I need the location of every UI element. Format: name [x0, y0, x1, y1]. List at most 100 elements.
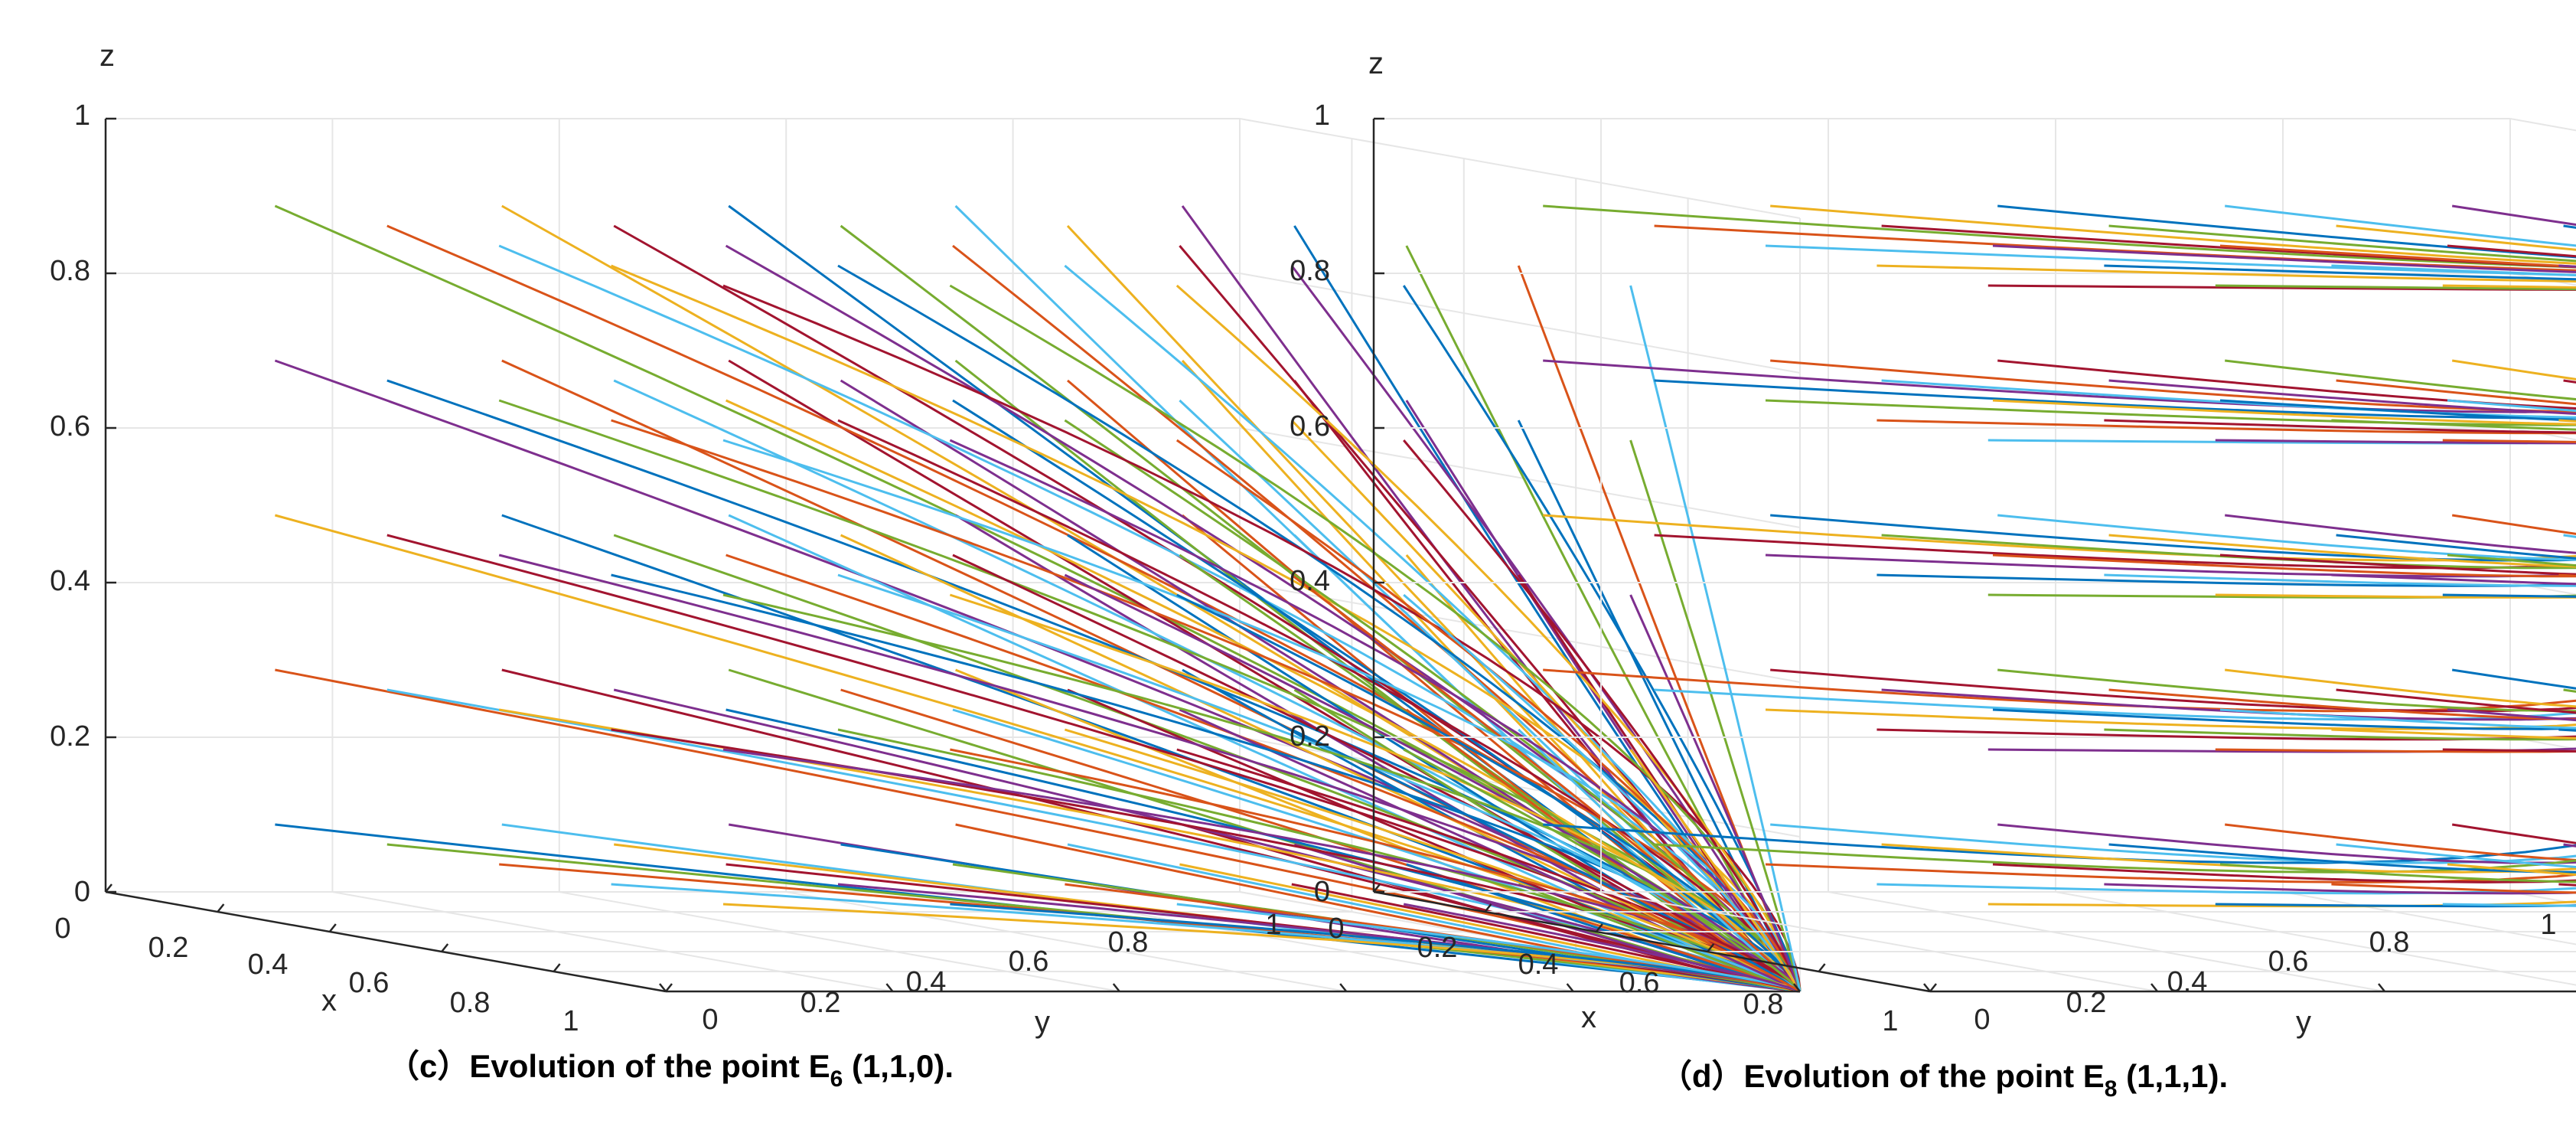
trajectory-line: [2336, 688, 2576, 714]
trajectory-line: [2336, 534, 2576, 560]
trajectory-line: [1543, 668, 2576, 713]
trajectory-line: [2104, 264, 2576, 281]
y-tick-labels: 0 0.2 0.4 0.6 0.8 1: [1974, 909, 2556, 1036]
trajectory-line: [2104, 419, 2576, 434]
trajectory-line: [2104, 573, 2576, 587]
y-tick-label: 0.6: [2268, 945, 2309, 978]
trajectory-line: [1987, 747, 2576, 753]
grid-line: [786, 891, 1347, 992]
trajectory-line: [2331, 728, 2576, 740]
trajectory-line: [2225, 823, 2576, 862]
trajectory-line: [1987, 284, 2576, 291]
x-tick-label: 0: [54, 913, 70, 945]
trajectory-line: [1770, 514, 2576, 562]
trajectory-line: [2104, 883, 2576, 895]
tick-mark: [1595, 923, 1603, 932]
tick-mark: [1929, 983, 1937, 992]
axes: [1372, 117, 2576, 993]
trajectory-line: [501, 359, 1801, 993]
tick-mark: [1373, 883, 1381, 893]
x-tick-label: 0.8: [450, 987, 491, 1019]
x-tick-labels: 0 0.2 0.4 0.6 0.8 1: [54, 913, 579, 1037]
x-tick-label: 0.6: [349, 967, 390, 999]
x-tick-labels: 0 0.2 0.4 0.6 0.8 1: [1328, 913, 1898, 1037]
tick-mark: [328, 923, 337, 932]
caption-text: Evolution of the point E: [469, 1048, 830, 1084]
trajectory-line: [1877, 728, 2576, 741]
z-tick-label: 0.6: [50, 410, 90, 443]
y-tick-label: 0.8: [2369, 926, 2410, 959]
axis-line: [105, 890, 667, 993]
grid-line: [1239, 273, 1801, 374]
trajectory-line: [2336, 224, 2576, 251]
trajectory-line: [1992, 863, 2576, 883]
trajectory-line: [2336, 379, 2576, 406]
y-tick-label: 0.6: [1009, 945, 1049, 978]
trajectory-line: [1543, 514, 2576, 562]
trajectory-line: [2215, 284, 2576, 291]
caption-subscript: 6: [830, 1066, 843, 1092]
y-axis-label: y: [2296, 1005, 2311, 1039]
tick-mark: [1566, 983, 1574, 992]
trajectory-line: [1881, 688, 2576, 721]
chart-panel-c: 0 0.2 0.4 0.6 0.8 1 z 0 0.2 0.4 0.6 0.8 …: [50, 39, 1802, 1092]
x-axis-label: x: [321, 984, 337, 1017]
axes: [104, 117, 1801, 993]
trajectory-line: [1765, 708, 2576, 730]
axis-line: [1373, 890, 1931, 993]
trajectory-line: [2108, 534, 2576, 568]
trajectory-line: [2225, 668, 2576, 708]
tick-mark: [665, 983, 673, 992]
trajectory-line: [2563, 688, 2576, 693]
trajectory-line: [2225, 204, 2576, 247]
y-tick-label: 0.4: [906, 966, 947, 998]
trajectory-line: [1992, 554, 2576, 578]
chart-caption: （c）Evolution of the point E6 (1,1,0).: [387, 1048, 954, 1092]
z-tick-label: 0.6: [1290, 410, 1330, 443]
x-tick-label: 0: [1328, 913, 1344, 945]
y-tick-label: 0.4: [2167, 966, 2208, 998]
z-tick-label: 0.8: [1290, 255, 1330, 287]
tick-mark: [441, 943, 449, 952]
grid-line: [332, 891, 893, 992]
trajectory-curves: [274, 204, 1802, 993]
y-tick-label: 0.2: [801, 987, 841, 1019]
trajectory-line: [1770, 204, 2576, 265]
tick-mark: [1339, 983, 1348, 992]
tick-mark: [659, 983, 667, 992]
x-tick-label: 0.6: [1619, 967, 1660, 999]
z-axis-label: z: [1368, 47, 1384, 80]
trajectory-line: [1997, 514, 2576, 561]
tick-mark: [1707, 943, 1715, 952]
z-tick-labels: 0 0.2 0.4 0.6 0.8 1: [1290, 100, 1330, 908]
caption-subscript: 8: [2105, 1076, 2118, 1102]
trajectory-line: [1654, 379, 2576, 420]
trajectory-line: [1877, 419, 2576, 435]
z-tick-label: 0: [74, 876, 90, 908]
trajectory-line: [2215, 748, 2576, 753]
trajectory-line: [2219, 708, 2576, 730]
z-axis-label: z: [99, 39, 115, 73]
trajectory-line: [1654, 688, 2576, 721]
z-tick-label: 0.4: [50, 565, 90, 597]
trajectory-line: [1543, 823, 2576, 864]
trajectory-line: [2215, 593, 2576, 599]
trajectory-line: [1765, 863, 2576, 883]
trajectory-line: [2219, 554, 2576, 576]
trajectory-line: [1877, 264, 2576, 282]
y-tick-label: 0.2: [2066, 987, 2107, 1019]
tick-mark: [1818, 963, 1826, 972]
y-tick-label: 0: [1974, 1004, 1990, 1036]
y-tick-labels: 0 0.2 0.4 0.6 0.8 1: [702, 909, 1281, 1036]
trajectory-line: [1765, 244, 2576, 276]
trajectory-line: [1629, 903, 1802, 993]
trajectory-line: [1629, 285, 1802, 992]
trajectory-line: [2104, 728, 2576, 741]
trajectory-line: [1765, 554, 2576, 578]
z-tick-label: 0.2: [50, 720, 90, 753]
trajectory-line: [2108, 843, 2576, 874]
x-tick-label: 1: [562, 1005, 579, 1037]
y-tick-label: 1: [2540, 909, 2556, 941]
trajectory-line: [2447, 708, 2576, 722]
grid-line: [1239, 118, 1801, 219]
